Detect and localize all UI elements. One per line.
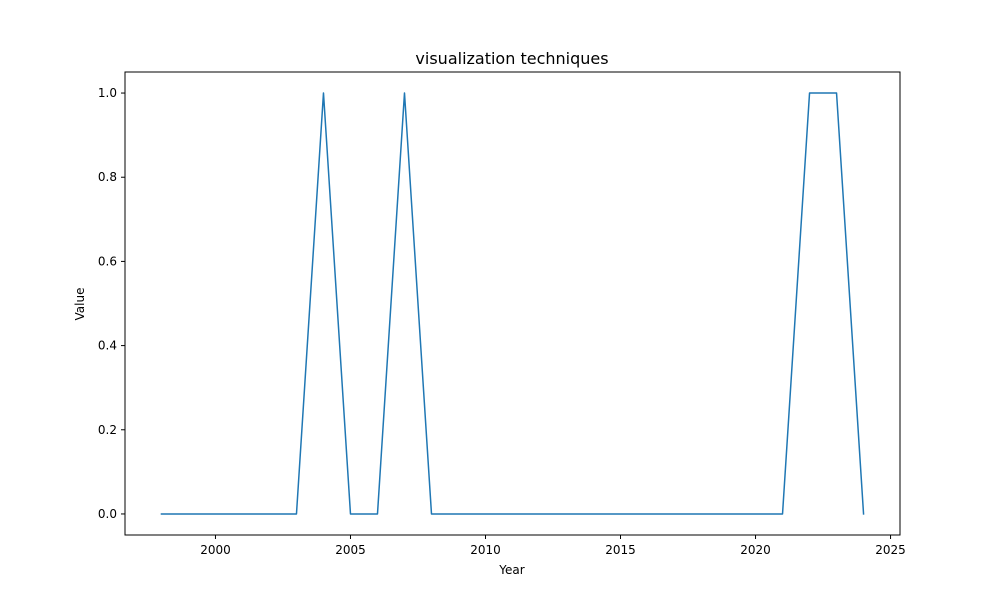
- y-axis-label: Value: [73, 288, 87, 321]
- x-tick-label: 2015: [605, 543, 636, 557]
- y-tick-label: 0.8: [98, 170, 117, 184]
- x-axis-label: Year: [498, 563, 524, 577]
- x-axis: 2000 2005 2010 2015 2020 2025: [200, 535, 906, 557]
- y-axis: 0.0 0.2 0.4 0.6 0.8 1.0: [98, 86, 125, 521]
- y-tick-label: 0.4: [98, 339, 117, 353]
- y-tick-label: 1.0: [98, 86, 117, 100]
- series-layer: [160, 92, 865, 515]
- plot-area-frame: [124, 71, 901, 536]
- x-tick-label: 2005: [335, 543, 366, 557]
- series-line: [160, 92, 865, 515]
- y-tick-label: 0.0: [98, 507, 117, 521]
- x-tick-label: 2000: [200, 543, 231, 557]
- x-tick-label: 2020: [740, 543, 771, 557]
- x-tick-label: 2025: [875, 543, 906, 557]
- y-tick-label: 0.2: [98, 423, 117, 437]
- chart-title: visualization techniques: [415, 49, 608, 68]
- y-tick-label: 0.6: [98, 254, 117, 268]
- x-tick-label: 2010: [470, 543, 501, 557]
